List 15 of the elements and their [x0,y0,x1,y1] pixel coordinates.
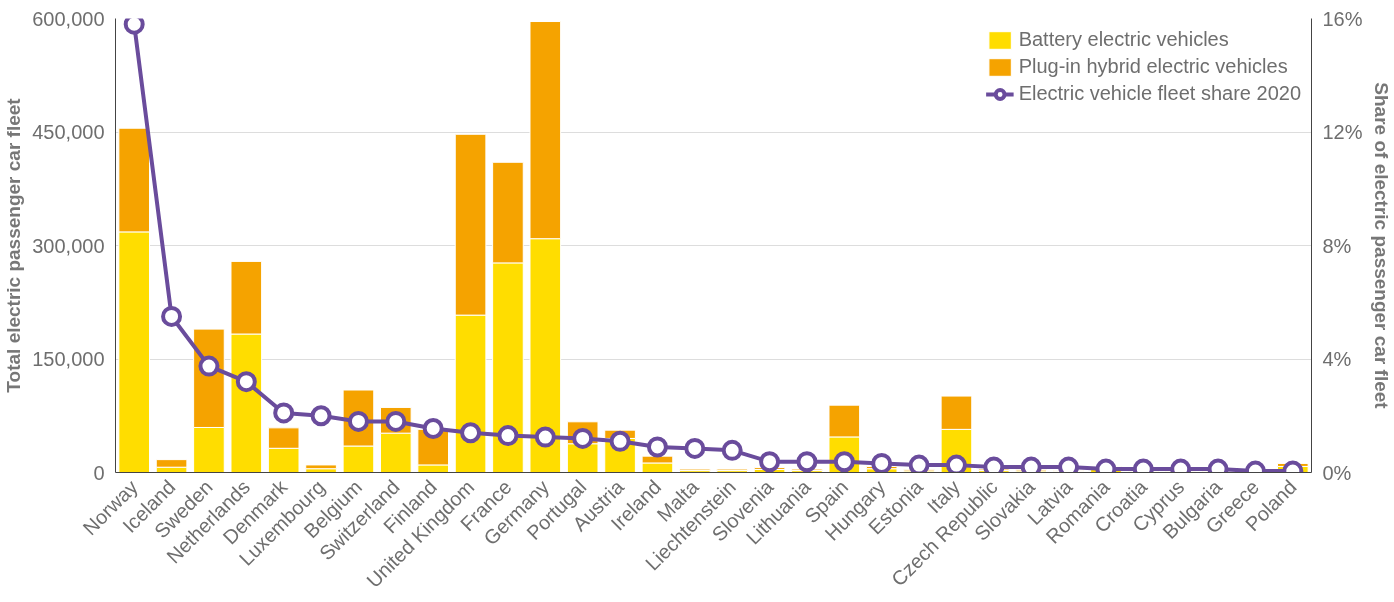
y2-tick-label: 12% [1322,121,1363,143]
y2-tick-label: 8% [1322,234,1352,257]
y2-axis-title: Share of electric passenger car fleet [1370,82,1392,410]
y-axis-title: Total electric passenger car fleet [3,97,25,393]
y2-tick-label: 4% [1322,348,1352,370]
y-tick-label: 600,000 [32,7,105,30]
y-tick-label: 150,000 [32,348,105,370]
legend-label: Electric vehicle fleet share 2020 [1018,82,1301,105]
y-tick-label: 0 [93,461,105,484]
legend-label: Plug-in hybrid electric vehicles [1018,55,1288,78]
y2-tick-label: 16% [1322,7,1363,30]
y-tick-label: 450,000 [32,121,105,143]
y-tick-label: 300,000 [32,234,105,257]
y2-tick-label: 0% [1322,461,1352,484]
legend-label: Battery electric vehicles [1018,28,1229,51]
